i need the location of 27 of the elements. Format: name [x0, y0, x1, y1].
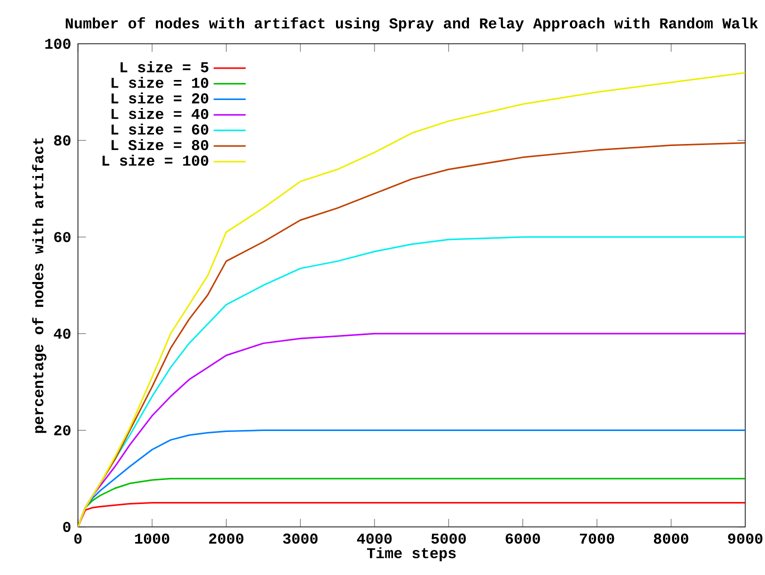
x-tick-label: 3000	[283, 534, 318, 544]
chart-title: Number of nodes with artifact using Spray and Relay Approach with Random Walk	[66, 17, 758, 32]
legend-label: L size = 20	[112, 92, 208, 104]
x-tick-label: 0	[74, 534, 82, 544]
x-tick-label: 1000	[135, 534, 170, 544]
y-tick-label: 20	[54, 425, 70, 436]
x-axis-title: Time steps	[367, 547, 456, 562]
y-tick-label: 60	[54, 232, 70, 242]
y-tick-label: 40	[54, 328, 70, 339]
legend-label: L size = 60	[112, 124, 208, 135]
x-tick-label: 6000	[506, 534, 540, 544]
line-series	[78, 72, 746, 527]
y-axis-title: percentage of nodes with artifact	[32, 138, 46, 433]
y-tick-label: 0	[63, 522, 70, 532]
legend-label: L size = 10	[112, 76, 208, 88]
x-tick-label: 9000	[728, 534, 762, 544]
legend-label: L size = 40	[112, 108, 208, 120]
x-tick-label: 7000	[580, 534, 614, 544]
x-tick-label: 5000	[431, 534, 466, 544]
x-tick-label: 4000	[357, 534, 392, 544]
x-tick-label: 2000	[209, 534, 244, 544]
legend-label: L size = 5	[120, 61, 208, 72]
legend-label: L Size = 80	[112, 139, 208, 150]
x-tick-label: 8000	[654, 534, 688, 544]
y-tick-label: 100	[45, 38, 70, 49]
y-tick-label: 80	[54, 135, 70, 146]
legend-label: L size = 100	[102, 154, 208, 166]
